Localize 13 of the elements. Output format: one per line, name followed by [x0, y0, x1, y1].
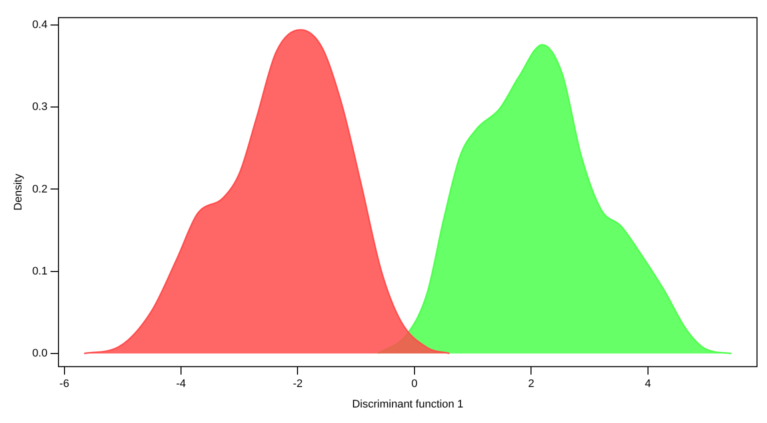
y-tick-label: 0.2 — [32, 183, 48, 196]
x-tick-label: 2 — [528, 378, 534, 390]
y-tick-label: 0.1 — [32, 265, 48, 278]
y-tick-label: 0.4 — [32, 19, 48, 32]
x-tick-label: 4 — [644, 378, 651, 390]
y-tick-label: 0.0 — [32, 347, 48, 360]
x-tick-label: -6 — [59, 378, 70, 390]
x-tick-label: 0 — [411, 378, 418, 390]
x-axis-title: Discriminant function 1 — [352, 398, 464, 410]
x-tick-label: -4 — [176, 378, 186, 390]
y-tick-label: 0.3 — [32, 101, 48, 114]
x-tick-label: -2 — [292, 378, 303, 390]
y-axis-title: Density — [12, 173, 25, 210]
